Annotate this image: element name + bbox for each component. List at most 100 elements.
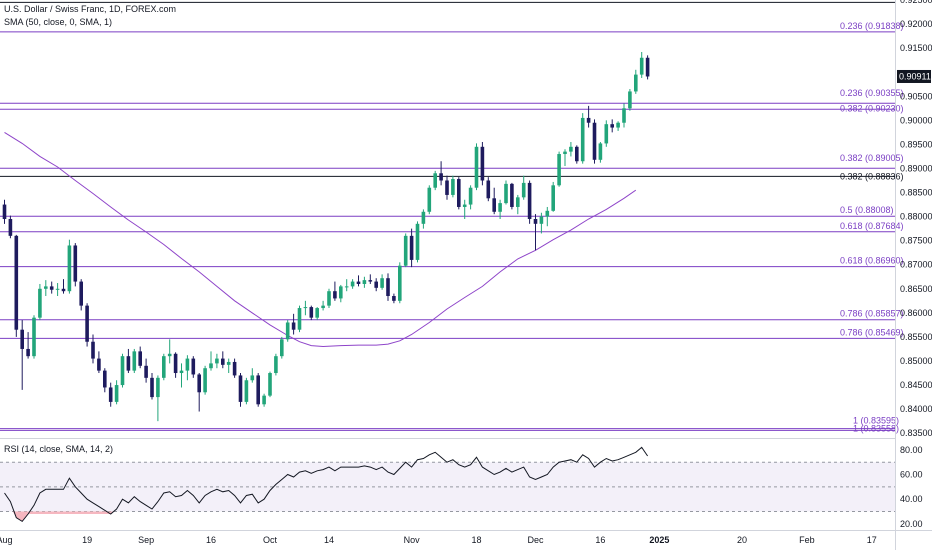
time-axis[interactable]: Aug 19 Sep 16 Oct 14 Nov 18 Dec 16 2025 20 Feb 17	[0, 535, 877, 545]
candle[interactable]	[575, 145, 579, 164]
candle[interactable]	[498, 199, 502, 219]
candle[interactable]	[398, 262, 402, 304]
candle[interactable]	[610, 119, 614, 133]
candle[interactable]	[221, 351, 225, 369]
candle[interactable]	[73, 243, 78, 287]
candle[interactable]	[132, 348, 137, 374]
candle[interactable]	[238, 373, 243, 407]
candle[interactable]	[634, 69, 638, 94]
candle[interactable]	[67, 239, 72, 294]
candle[interactable]	[350, 279, 355, 289]
candle[interactable]	[639, 51, 644, 78]
candle[interactable]	[622, 103, 626, 128]
candles[interactable]	[2, 51, 650, 422]
candle[interactable]	[309, 305, 314, 321]
candle[interactable]	[120, 353, 125, 388]
candle[interactable]	[297, 305, 302, 333]
candle[interactable]	[645, 55, 650, 80]
candle[interactable]	[91, 334, 95, 364]
candle[interactable]	[262, 393, 266, 407]
candle[interactable]	[545, 206, 550, 227]
candle[interactable]	[185, 355, 190, 381]
candle[interactable]	[285, 320, 290, 342]
candle[interactable]	[2, 199, 7, 224]
candle[interactable]	[403, 233, 408, 268]
candle[interactable]	[173, 352, 178, 378]
candle[interactable]	[557, 151, 561, 187]
candle[interactable]	[179, 363, 184, 388]
candle[interactable]	[303, 300, 308, 316]
candle[interactable]	[563, 149, 567, 167]
candle[interactable]	[114, 380, 119, 405]
candle[interactable]	[339, 284, 343, 303]
candle[interactable]	[510, 182, 514, 210]
candle[interactable]	[551, 181, 555, 212]
candle[interactable]	[244, 377, 249, 405]
candle[interactable]	[421, 209, 426, 229]
candle[interactable]	[616, 121, 620, 131]
candle[interactable]	[327, 288, 331, 309]
candle[interactable]	[527, 180, 532, 224]
candle[interactable]	[280, 336, 284, 359]
candle[interactable]	[439, 161, 443, 186]
candle[interactable]	[14, 234, 19, 337]
candle[interactable]	[362, 276, 367, 288]
candle[interactable]	[604, 120, 609, 147]
candle[interactable]	[451, 175, 455, 198]
candle[interactable]	[486, 177, 491, 202]
candle[interactable]	[291, 313, 296, 335]
candle[interactable]	[274, 353, 278, 376]
candle[interactable]	[533, 214, 538, 251]
candle[interactable]	[344, 279, 349, 292]
candle[interactable]	[268, 371, 272, 398]
candle[interactable]	[333, 281, 337, 301]
candle[interactable]	[516, 194, 520, 215]
candle[interactable]	[32, 315, 36, 359]
candle[interactable]	[480, 141, 485, 186]
candle[interactable]	[415, 221, 420, 263]
candle[interactable]	[474, 143, 479, 191]
candle[interactable]	[504, 180, 508, 205]
candle[interactable]	[586, 105, 591, 128]
candle[interactable]	[108, 382, 113, 407]
candle[interactable]	[409, 228, 414, 268]
candle[interactable]	[468, 185, 473, 210]
candle[interactable]	[49, 281, 54, 294]
candle[interactable]	[315, 307, 319, 321]
candle[interactable]	[492, 187, 496, 215]
candle[interactable]	[226, 358, 231, 374]
price-axis[interactable]: 0.92500 0.92000 0.91500 0.90500 0.90000 0.895…	[900, 0, 932, 529]
candle[interactable]	[144, 358, 148, 383]
candle[interactable]	[97, 351, 101, 374]
candle[interactable]	[55, 283, 60, 297]
candle[interactable]	[126, 348, 131, 374]
candle[interactable]	[197, 373, 201, 412]
candle[interactable]	[167, 339, 172, 364]
candle[interactable]	[539, 212, 544, 234]
candle[interactable]	[521, 175, 526, 200]
candle[interactable]	[427, 185, 432, 215]
candle[interactable]	[20, 320, 24, 390]
candle[interactable]	[44, 280, 48, 297]
candle[interactable]	[156, 375, 160, 422]
candle[interactable]	[368, 274, 373, 284]
candle[interactable]	[457, 177, 461, 210]
candle[interactable]	[85, 303, 89, 347]
candle[interactable]	[374, 278, 378, 292]
candle[interactable]	[392, 293, 396, 304]
candle[interactable]	[321, 300, 325, 311]
candle[interactable]	[209, 351, 213, 371]
candle[interactable]	[462, 199, 467, 219]
candle[interactable]	[38, 283, 42, 321]
candle[interactable]	[256, 373, 260, 407]
candle[interactable]	[445, 175, 449, 200]
candle[interactable]	[598, 141, 603, 163]
candle[interactable]	[215, 353, 219, 369]
candle[interactable]	[433, 170, 437, 191]
candle[interactable]	[386, 273, 390, 301]
candle[interactable]	[26, 332, 30, 359]
candle[interactable]	[628, 89, 632, 111]
candle[interactable]	[162, 353, 166, 381]
candle[interactable]	[569, 141, 573, 157]
